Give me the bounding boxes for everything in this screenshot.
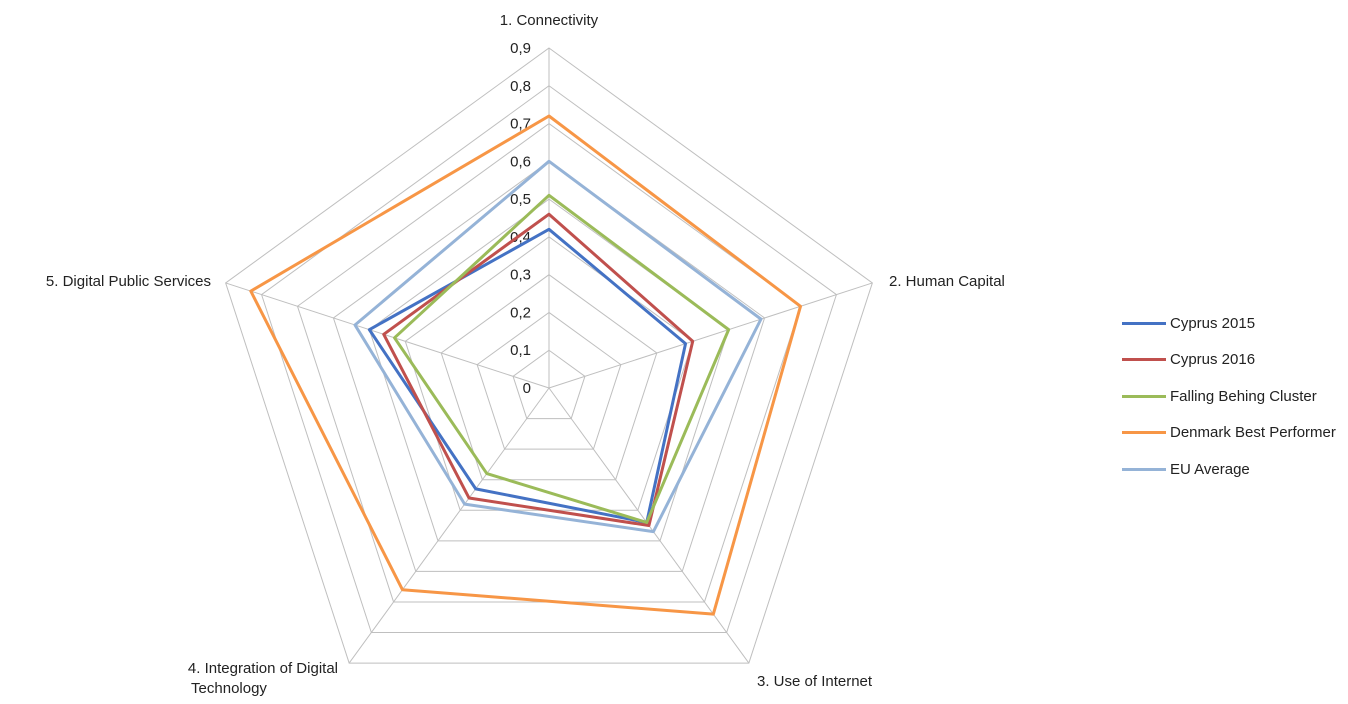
series-line xyxy=(393,193,731,524)
tick-label: 0 xyxy=(523,380,531,397)
legend-label: Denmark Best Performer xyxy=(1170,424,1336,442)
axis-label: 5. Digital Public Services xyxy=(46,273,211,290)
grid-ring xyxy=(260,85,838,634)
axis-label: 4. Integration of Digital Technology xyxy=(188,660,338,697)
axis-spoke xyxy=(348,387,550,664)
tick-label: 0,4 xyxy=(510,229,531,246)
radar-grid xyxy=(225,47,873,664)
axis-label-line: 1. Connectivity xyxy=(500,12,599,29)
axis-spoke xyxy=(548,282,873,389)
legend-item: Falling Behing Cluster xyxy=(1122,378,1336,415)
legend-item: Denmark Best Performer xyxy=(1122,415,1336,452)
tick-label: 0,1 xyxy=(510,342,531,359)
grid-ring xyxy=(332,160,766,572)
tick-label: 0,9 xyxy=(510,40,531,57)
legend-label: Cyprus 2015 xyxy=(1170,314,1256,332)
legend-swatch xyxy=(1122,321,1166,325)
series-line xyxy=(367,227,688,524)
grid-ring xyxy=(440,274,658,481)
legend-item: Cyprus 2015 xyxy=(1122,305,1336,342)
legend-swatch xyxy=(1122,394,1166,398)
tick-label: 0,3 xyxy=(510,267,531,284)
series-lines xyxy=(249,114,803,616)
radial-tick-labels: 00,10,20,30,40,50,60,70,80,9 xyxy=(510,40,531,397)
legend-item: Cyprus 2016 xyxy=(1122,342,1336,379)
axis-label-line: 5. Digital Public Services xyxy=(46,273,211,290)
legend-swatch xyxy=(1122,431,1166,435)
axis-label: 1. Connectivity xyxy=(500,12,599,29)
axis-label-line: Technology xyxy=(191,680,267,697)
tick-label: 0,8 xyxy=(510,78,531,95)
tick-label: 0,5 xyxy=(510,191,531,208)
legend-swatch xyxy=(1122,467,1166,471)
legend-item: EU Average xyxy=(1122,451,1336,488)
axis-label: 3. Use of Internet xyxy=(757,673,873,690)
axis-label-line: 2. Human Capital xyxy=(889,273,1005,290)
grid-ring xyxy=(512,349,586,420)
legend-label: EU Average xyxy=(1170,460,1250,478)
axis-label-line: 4. Integration of Digital xyxy=(188,660,338,677)
series-line xyxy=(353,159,763,534)
axis-label: 2. Human Capital xyxy=(889,273,1005,290)
grid-ring xyxy=(476,311,622,450)
grid-ring xyxy=(225,47,873,664)
tick-label: 0,2 xyxy=(510,304,531,321)
legend-label: Cyprus 2016 xyxy=(1170,351,1256,369)
axis-spoke xyxy=(225,282,550,389)
legend-label: Falling Behing Cluster xyxy=(1170,387,1317,405)
axis-label-line: 3. Use of Internet xyxy=(757,673,873,690)
tick-label: 0,6 xyxy=(510,153,531,170)
series-line xyxy=(249,114,803,616)
series-line xyxy=(382,212,695,528)
axis-labels: 1. Connectivity 2. Human Capital 3. Use of… xyxy=(46,12,1005,697)
legend: Cyprus 2015 Cyprus 2016 Falling Behing Clu… xyxy=(1122,305,1336,488)
legend-swatch xyxy=(1122,358,1166,362)
